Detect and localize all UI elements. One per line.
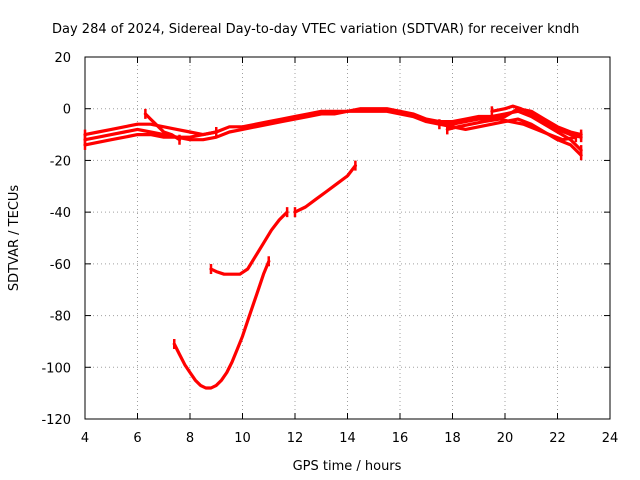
series-line-arc-3 <box>83 127 218 142</box>
x-tick-label: 22 <box>549 431 566 446</box>
series-line-arc-1 <box>83 107 583 152</box>
x-tick-label: 4 <box>81 431 89 446</box>
series-line-arc-8 <box>172 259 271 390</box>
x-tick-label: 6 <box>133 431 141 446</box>
x-tick-label: 24 <box>602 431 619 446</box>
series-line-arc-5 <box>437 107 583 137</box>
y-tick-label: 0 <box>63 103 71 118</box>
x-tick-label: 12 <box>287 431 304 446</box>
y-tick-label: -40 <box>50 206 71 221</box>
y-tick-label: -60 <box>50 258 71 273</box>
series-line-arc-9 <box>209 210 289 276</box>
series-group <box>83 104 583 390</box>
series-line-arc-10 <box>293 164 357 214</box>
x-tick-label: 8 <box>186 431 194 446</box>
x-tick-label: 20 <box>497 431 514 446</box>
series-line-arc-7 <box>445 117 578 142</box>
chart-title: Day 284 of 2024, Sidereal Day-to-day VTE… <box>52 22 579 37</box>
series-line-arc-6 <box>490 104 583 139</box>
series-line-arc-4 <box>143 112 182 142</box>
axis-ticks <box>84 56 611 420</box>
x-axis-label: GPS time / hours <box>293 459 402 474</box>
x-tick-labels: 4 6 8 10 12 14 16 18 20 22 24 <box>81 431 618 446</box>
y-axis-label: SDTVAR / TECUs <box>7 185 22 292</box>
y-tick-label: -80 <box>50 310 71 325</box>
y-tick-label: -20 <box>50 154 71 169</box>
x-tick-label: 16 <box>392 431 409 446</box>
y-tick-label: 20 <box>54 51 71 66</box>
x-tick-label: 10 <box>234 431 251 446</box>
y-tick-labels: 20 0 -20 -40 -60 -80 -100 -120 <box>41 51 71 428</box>
x-tick-label: 14 <box>339 431 356 446</box>
x-tick-label: 18 <box>444 431 461 446</box>
y-tick-label: -100 <box>41 361 71 376</box>
y-tick-label: -120 <box>41 413 71 428</box>
series-line-arc-2 <box>83 109 583 157</box>
